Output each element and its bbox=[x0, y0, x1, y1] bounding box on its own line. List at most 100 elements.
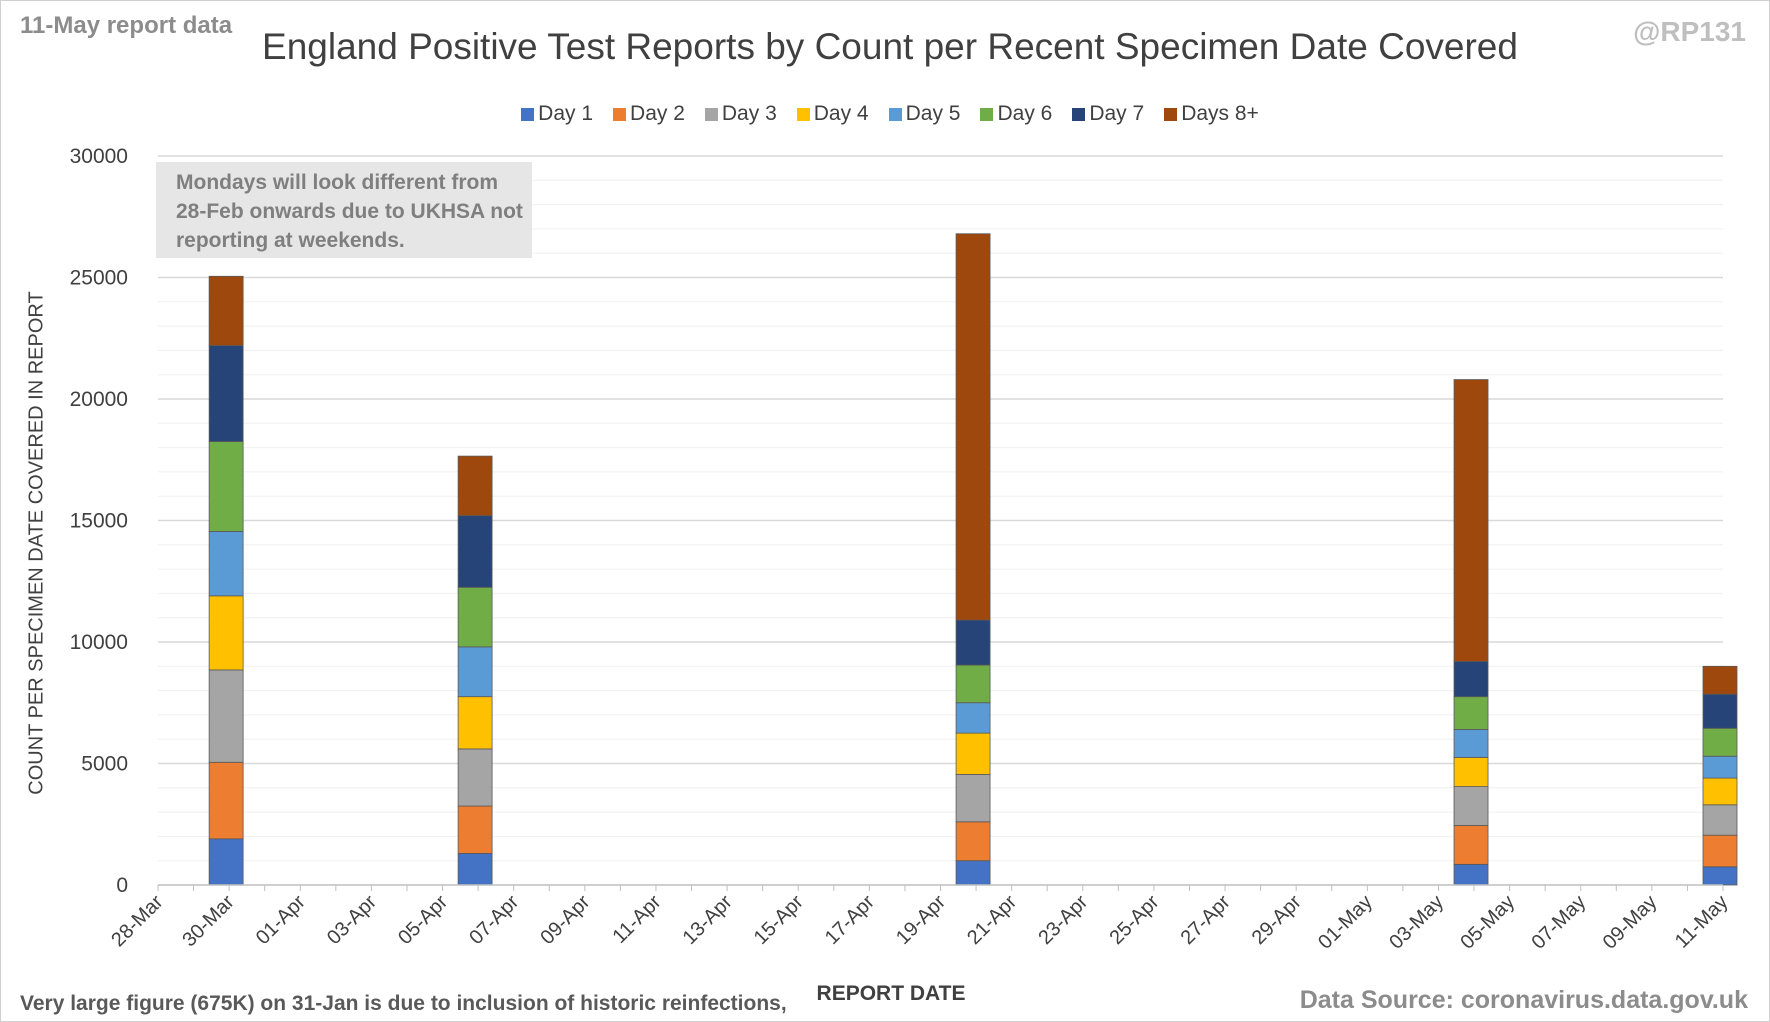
legend-label: Day 5 bbox=[905, 102, 961, 125]
bar-segment-day-4 bbox=[955, 732, 991, 775]
y-tick-label: 25000 bbox=[70, 267, 128, 290]
x-tick-label: 23-Apr bbox=[1034, 891, 1092, 949]
x-tick-label: 01-May bbox=[1314, 891, 1377, 954]
bar-segment-day-5 bbox=[1702, 755, 1738, 779]
legend-swatch bbox=[796, 107, 810, 121]
author-handle: @RP131 bbox=[1633, 16, 1746, 47]
legend-item-1: Day 1 bbox=[521, 102, 593, 126]
bar-segment-day-5 bbox=[457, 646, 493, 698]
x-tick-label: 19-Apr bbox=[892, 891, 950, 949]
legend-label: Day 1 bbox=[538, 102, 594, 125]
x-tick-label: 05-May bbox=[1456, 891, 1519, 954]
bar-segment-day-1 bbox=[955, 860, 991, 886]
note-box: Mondays will look different from 28-Feb … bbox=[156, 162, 532, 258]
bar-segment-day-4 bbox=[1453, 757, 1489, 787]
bar-stack-30-Mar bbox=[208, 275, 244, 886]
bar-segment-day-3 bbox=[1702, 804, 1738, 836]
x-axis-label: REPORT DATE bbox=[816, 982, 966, 1005]
y-axis-label: COUNT PER SPECIMEN DATE COVERED IN REPOR… bbox=[25, 291, 48, 795]
bar-segment-day-3 bbox=[1453, 786, 1489, 826]
bar-segment-day-3 bbox=[208, 669, 244, 763]
bar-stack-11-May bbox=[1702, 665, 1738, 886]
y-tick-label: 15000 bbox=[70, 510, 128, 533]
legend-item-3: Day 3 bbox=[704, 102, 777, 126]
legend-swatch bbox=[1164, 107, 1178, 121]
bar-segment-day-6 bbox=[1702, 727, 1738, 757]
x-tick-label: 30-Mar bbox=[178, 891, 239, 952]
legend-label: Days 8+ bbox=[1181, 102, 1259, 125]
bar-segment-day-3 bbox=[457, 748, 493, 807]
footnote: Very large figure (675K) on 31-Jan is du… bbox=[20, 992, 787, 1015]
x-tick-label: 27-Apr bbox=[1177, 891, 1235, 949]
bar-segment-day-2 bbox=[955, 821, 991, 862]
x-tick-label: 29-Apr bbox=[1248, 891, 1306, 949]
legend-item-8: Days 8+ bbox=[1164, 102, 1259, 126]
legend-label: Day 2 bbox=[630, 102, 685, 125]
data-source: Data Source: coronavirus.data.gov.uk bbox=[1299, 986, 1748, 1014]
legend-swatch bbox=[704, 107, 718, 121]
bar-stack-20-Apr bbox=[955, 233, 991, 886]
x-tick-label: 25-Apr bbox=[1105, 891, 1163, 949]
bar-segment-days-8- bbox=[457, 455, 493, 517]
x-tick-label: 28-Mar bbox=[107, 891, 168, 952]
x-tick-label: 03-May bbox=[1385, 891, 1448, 954]
bar-segment-day-3 bbox=[955, 774, 991, 823]
x-tick-label: 21-Apr bbox=[963, 891, 1021, 949]
x-tick-label: 11-May bbox=[1671, 891, 1733, 953]
x-tick-label: 05-Apr bbox=[394, 891, 452, 949]
bar-segment-day-2 bbox=[1453, 825, 1489, 865]
y-tick-label: 10000 bbox=[70, 631, 128, 654]
bar-segment-day-1 bbox=[457, 853, 493, 886]
y-tick-label: 20000 bbox=[70, 388, 128, 411]
bar-segment-days-8- bbox=[208, 275, 244, 346]
bar-segment-day-4 bbox=[457, 696, 493, 750]
y-tick-labels: 0 5000 10000 15000 20000 25000 30000 bbox=[70, 145, 128, 897]
y-tick-label: 0 bbox=[116, 874, 128, 897]
bar-segment-day-6 bbox=[1453, 696, 1489, 730]
bar-segment-day-5 bbox=[1453, 729, 1489, 758]
legend-label: Day 4 bbox=[813, 102, 869, 125]
x-tick-label: 01-Apr bbox=[252, 891, 310, 949]
y-tick-label: 30000 bbox=[70, 145, 128, 168]
bar-stack-04-May bbox=[1453, 379, 1489, 886]
bar-segment-day-5 bbox=[208, 531, 244, 597]
bar-segment-day-6 bbox=[457, 586, 493, 648]
legend-swatch bbox=[980, 107, 994, 121]
x-tick-label: 07-Apr bbox=[465, 891, 523, 949]
legend-item-2: Day 2 bbox=[613, 102, 685, 126]
x-tick-label: 11-Apr bbox=[609, 891, 666, 948]
bar-segment-days-8- bbox=[1702, 665, 1738, 695]
bar-stacks bbox=[208, 233, 1738, 886]
chart-title: England Positive Test Reports by Count p… bbox=[262, 26, 1518, 67]
legend-label: Day 7 bbox=[1089, 102, 1145, 125]
bar-segment-day-2 bbox=[1702, 834, 1738, 868]
x-tick-label: 17-Apr bbox=[821, 891, 879, 949]
x-tick-label: 09-May bbox=[1599, 891, 1662, 954]
legend-item-6: Day 6 bbox=[980, 102, 1052, 126]
bar-segment-day-7 bbox=[1453, 661, 1489, 698]
report-label: 11-May report data bbox=[20, 12, 233, 39]
legend: Day 1 Day 2 Day 3 Day 4 Day 5 Day 6 Day 7 Days … bbox=[0, 102, 1770, 126]
legend-label: Day 6 bbox=[997, 102, 1053, 125]
x-axis: 28-Mar 30-Mar 01-Apr 03-Apr 05-Apr 07-Apr 09-A… bbox=[107, 884, 1733, 954]
legend-label: Day 3 bbox=[721, 102, 777, 125]
bar-segment-day-1 bbox=[1453, 863, 1489, 886]
legend-item-5: Day 5 bbox=[888, 102, 961, 126]
bar-segment-days-8- bbox=[1453, 379, 1489, 662]
bar-segment-day-6 bbox=[955, 664, 991, 704]
x-tick-label: 15-Apr bbox=[750, 891, 808, 949]
legend-swatch bbox=[888, 107, 902, 121]
bar-segment-day-1 bbox=[1702, 866, 1738, 886]
bar-stack-06-Apr bbox=[457, 455, 493, 886]
bar-segment-day-1 bbox=[208, 838, 244, 886]
x-tick-label: 03-Apr bbox=[323, 891, 381, 949]
bar-segment-day-4 bbox=[208, 595, 244, 671]
x-tick-label: 07-May bbox=[1528, 891, 1591, 954]
bar-segment-day-5 bbox=[955, 702, 991, 734]
legend-swatch bbox=[613, 107, 627, 121]
bar-segment-day-2 bbox=[208, 761, 244, 840]
legend-item-4: Day 4 bbox=[796, 102, 869, 126]
bar-segment-day-7 bbox=[955, 619, 991, 666]
x-tick-label: 09-Apr bbox=[536, 891, 594, 949]
